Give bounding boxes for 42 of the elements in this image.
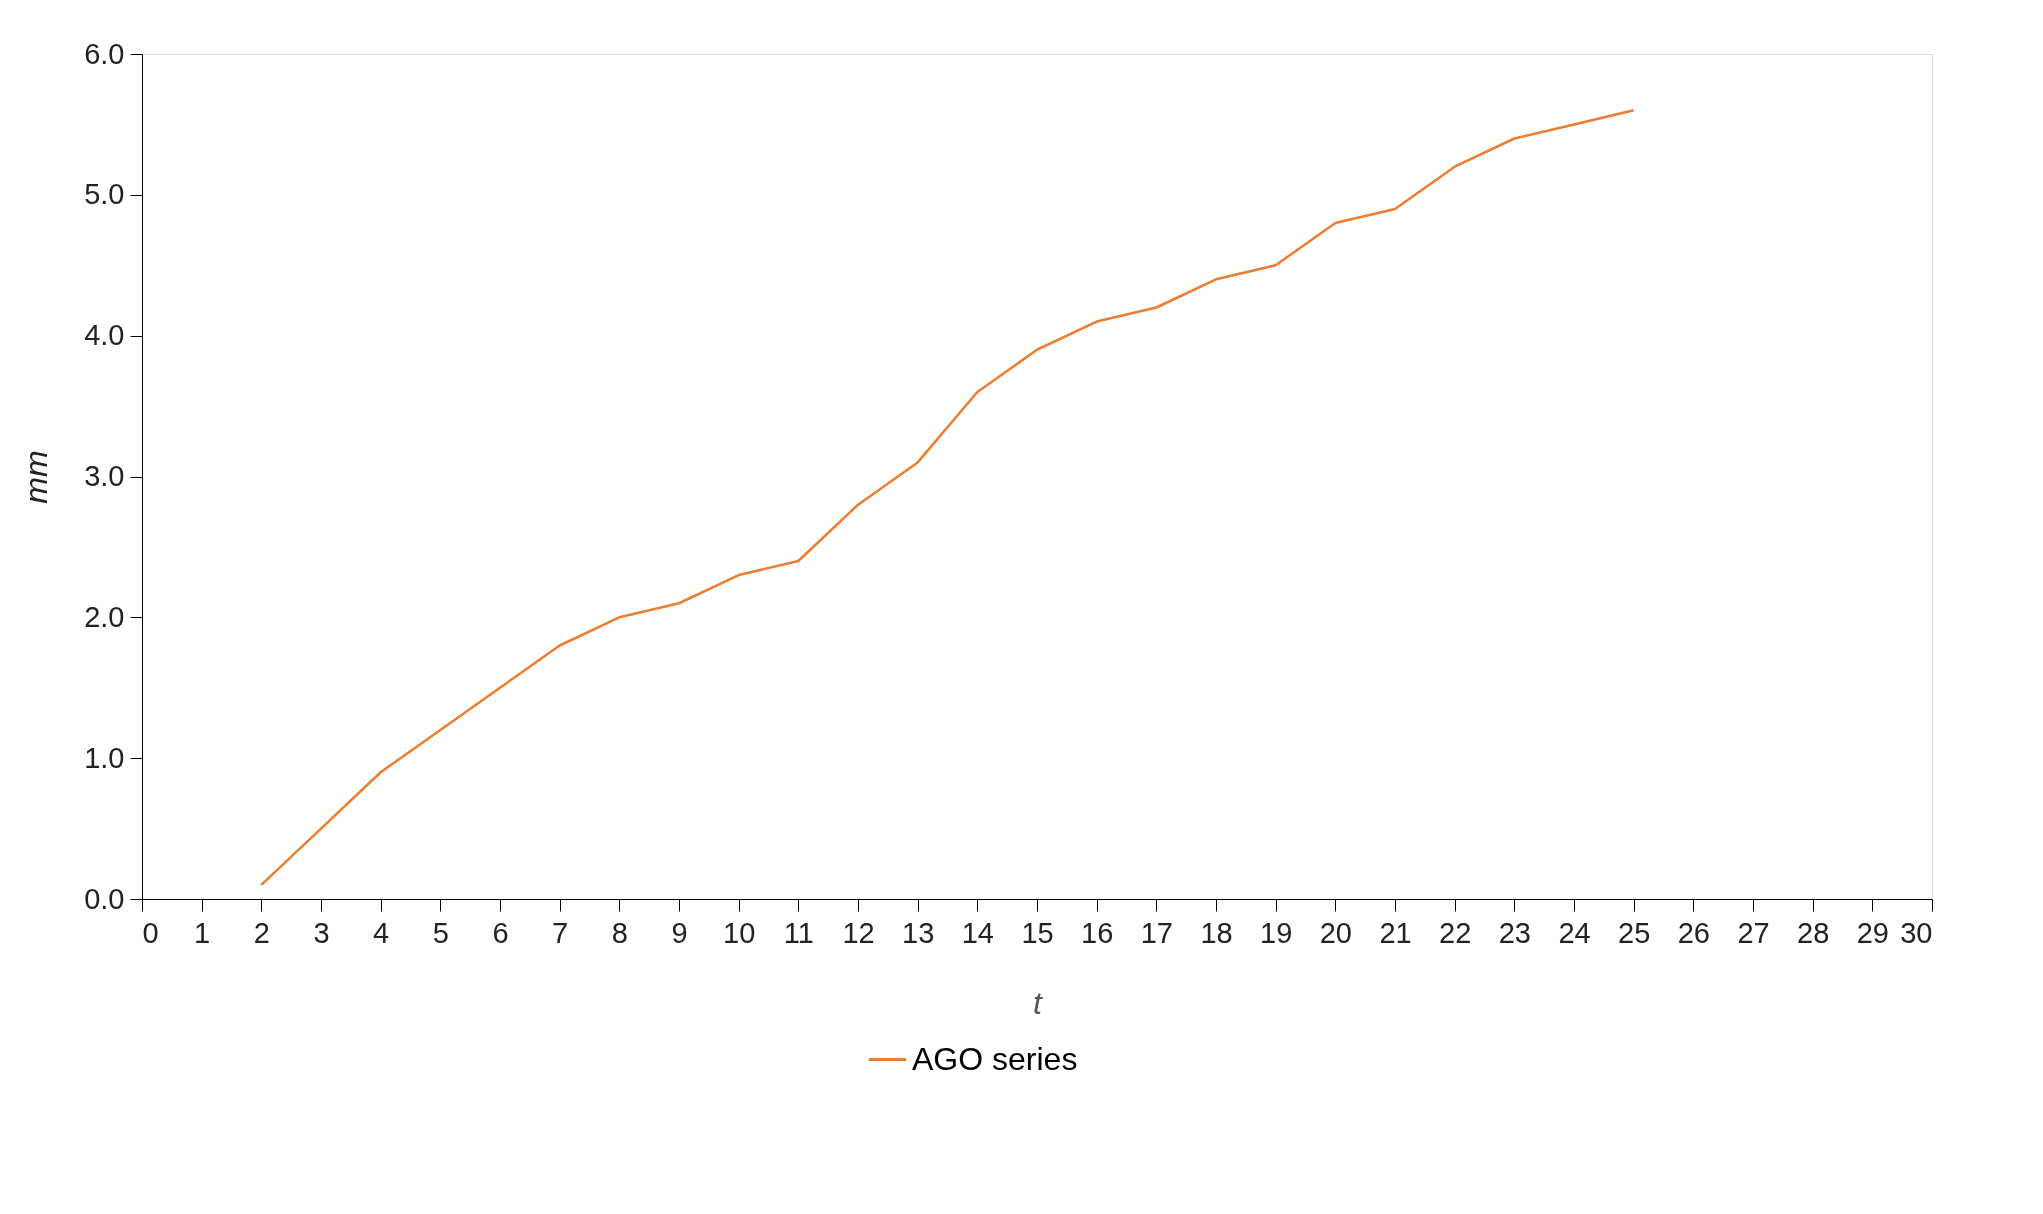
x-tick-label: 15: [1021, 916, 1054, 949]
x-tick-label: 0: [142, 916, 159, 949]
x-tick-label: 13: [902, 916, 935, 949]
x-tick-label: 20: [1319, 916, 1352, 949]
x-tick-label: 27: [1737, 916, 1770, 949]
x-tick-label: 6: [492, 916, 509, 949]
x-tick-label: 4: [373, 916, 390, 949]
line-series: [260, 109, 1635, 887]
x-tick-label: 7: [552, 916, 569, 949]
y-tick-label: 3.0: [84, 460, 125, 492]
legend-label: AGO series: [912, 1040, 1078, 1077]
x-tick-label: 28: [1797, 916, 1830, 949]
x-tick-label: 2: [253, 916, 270, 949]
x-tick-label: 14: [961, 916, 994, 949]
x-tick-label: 24: [1558, 916, 1591, 949]
x-tick-label: 5: [432, 916, 449, 949]
x-tick-label: 29: [1856, 916, 1889, 949]
y-tick-label: 0.0: [84, 882, 125, 915]
x-tick-label: 19: [1260, 916, 1293, 949]
x-tick-label: 22: [1439, 916, 1472, 949]
x-tick-label: 26: [1677, 916, 1710, 949]
x-tick-label: 25: [1618, 916, 1651, 949]
x-tick-label: 12: [842, 916, 875, 949]
x-tick-label: 17: [1140, 916, 1173, 949]
x-tick-label: 30: [1900, 916, 1933, 949]
x-tick-label: 21: [1379, 916, 1412, 949]
x-tick-label: 1: [194, 916, 211, 949]
y-axis-title: mm: [18, 450, 55, 504]
x-axis-title: t: [1033, 984, 1044, 1021]
y-tick-label: 1.0: [84, 741, 125, 774]
x-tick-label: 9: [671, 916, 688, 949]
x-tick-label: 18: [1200, 916, 1233, 949]
y-tick-label: 4.0: [84, 319, 125, 352]
x-tick-label: 3: [313, 916, 330, 949]
y-tick-label: 2.0: [84, 600, 125, 633]
y-tick-label: 6.0: [84, 37, 125, 70]
y-tick-label: 5.0: [84, 178, 125, 211]
x-tick-label: 11: [783, 916, 814, 949]
x-tick-label: 23: [1498, 916, 1531, 949]
x-tick-label: 10: [723, 916, 756, 949]
x-tick-label: 16: [1081, 916, 1114, 949]
x-tick-label: 8: [611, 916, 628, 949]
